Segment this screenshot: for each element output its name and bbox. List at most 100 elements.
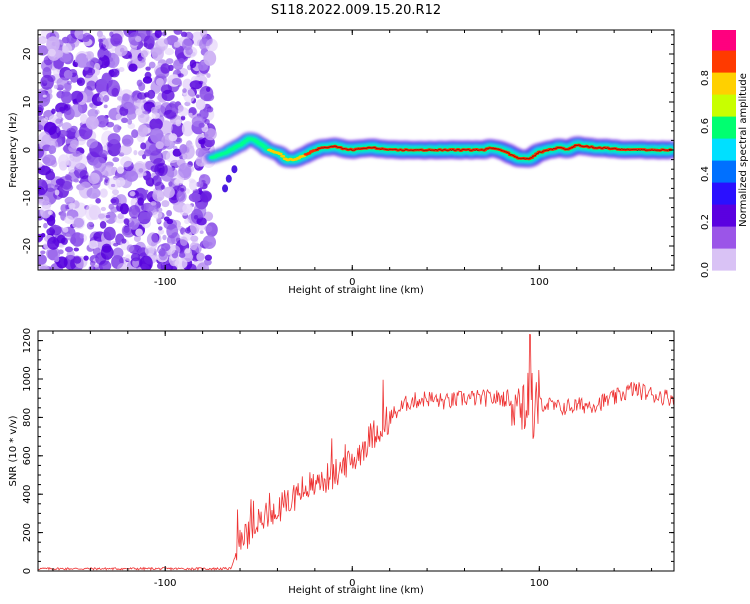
noise-blob [38, 36, 47, 45]
noise-blob [154, 163, 165, 177]
colorbar-cell [712, 144, 736, 147]
colorbar-cell [712, 266, 736, 269]
noise-blob [84, 204, 98, 221]
noise-blob [85, 116, 99, 130]
noise-blob [178, 162, 192, 179]
noise-blob [206, 73, 211, 78]
noise-blob [203, 211, 214, 222]
colorbar-cell [712, 142, 736, 145]
colorbar-cell [712, 126, 736, 129]
noise-blob [150, 128, 164, 144]
noise-blob [86, 138, 99, 149]
colorbar-cell [712, 232, 736, 235]
colorbar-cell [712, 98, 736, 101]
ridge-point [238, 143, 244, 147]
noise-blob [48, 145, 57, 154]
noise-blob [147, 89, 156, 99]
noise-blob [99, 188, 108, 198]
colorbar-tick-label: 0.6 [700, 118, 711, 134]
ridge-point [277, 152, 283, 156]
noise-blob [87, 108, 99, 118]
noise-blob [131, 45, 138, 51]
noise-blob [206, 106, 214, 113]
colorbar-cell [712, 188, 736, 191]
noise-blob [105, 214, 111, 219]
colorbar-cell [712, 200, 736, 203]
noise-blob [204, 225, 213, 233]
noise-blob [73, 178, 79, 183]
colorbar-cell [712, 192, 736, 195]
noise-blob [135, 108, 143, 116]
spectrogram-x-label: Height of straight line (km) [288, 285, 424, 296]
noise-blob [66, 249, 75, 260]
noise-blob [103, 94, 110, 103]
noise-blob [111, 46, 116, 52]
noise-blob [95, 198, 101, 204]
colorbar-cell [712, 198, 736, 201]
noise-blob [196, 72, 201, 78]
noise-blob [38, 179, 48, 196]
noise-blob [83, 255, 89, 261]
colorbar-cell [712, 128, 736, 131]
colorbar-cell [712, 154, 736, 157]
noise-blob [188, 192, 202, 203]
colorbar-cell [712, 150, 736, 153]
colorbar-cell [712, 106, 736, 109]
spectrogram-y-label: Frequency (Hz) [8, 112, 19, 188]
noise-blob [179, 144, 188, 154]
noise-blob [177, 104, 184, 111]
noise-blob [68, 165, 76, 173]
colorbar-cell [712, 170, 736, 173]
colorbar-cell [712, 164, 736, 167]
noise-blob [46, 247, 61, 261]
colorbar-cell [712, 140, 736, 143]
noise-blob [154, 30, 162, 38]
noise-blob [161, 200, 170, 208]
colorbar-cell [712, 158, 736, 161]
noise-blob [154, 181, 165, 192]
noise-blob [184, 218, 190, 225]
noise-blob [200, 162, 205, 166]
y-tick-label: 1200 [22, 328, 33, 353]
noise-blob [96, 96, 101, 102]
colorbar-gradient [712, 30, 736, 271]
noise-blob [145, 66, 151, 71]
colorbar-cell [712, 92, 736, 95]
snr-y-label: SNR (10 * v/v) [8, 415, 19, 486]
colorbar-cell [712, 256, 736, 259]
noise-blob [65, 174, 72, 181]
noise-blob [118, 67, 125, 72]
noise-blob [199, 108, 209, 120]
noise-blob [117, 96, 123, 101]
colorbar-cell [712, 240, 736, 243]
noise-blob [148, 61, 156, 69]
colorbar-cell [712, 156, 736, 159]
colorbar-cell [712, 194, 736, 197]
noise-blob [73, 153, 88, 170]
noise-blob [155, 78, 164, 86]
noise-blob [98, 213, 106, 219]
noise-blob [43, 222, 48, 229]
noise-blob [61, 122, 72, 131]
noise-blob [117, 213, 124, 220]
x-tick-label: 0 [349, 578, 355, 589]
colorbar-cell [712, 178, 736, 181]
y-tick-label: 200 [22, 523, 33, 542]
noise-blob [170, 121, 185, 138]
noise-blob [195, 94, 200, 99]
noise-blob [135, 36, 142, 42]
colorbar-cell [712, 94, 736, 97]
noise-blob [137, 124, 148, 137]
noise-blob [76, 77, 85, 86]
noise-blob [146, 232, 159, 247]
noise-blob [185, 227, 191, 234]
colorbar-cell [712, 218, 736, 221]
noise-blob [112, 247, 124, 259]
noise-blob [201, 35, 213, 47]
noise-blob [111, 197, 120, 206]
noise-blob [128, 31, 142, 46]
noise-blob [202, 235, 216, 250]
colorbar-cell [712, 134, 736, 137]
noise-blob [152, 211, 163, 219]
noise-blob [189, 179, 198, 191]
